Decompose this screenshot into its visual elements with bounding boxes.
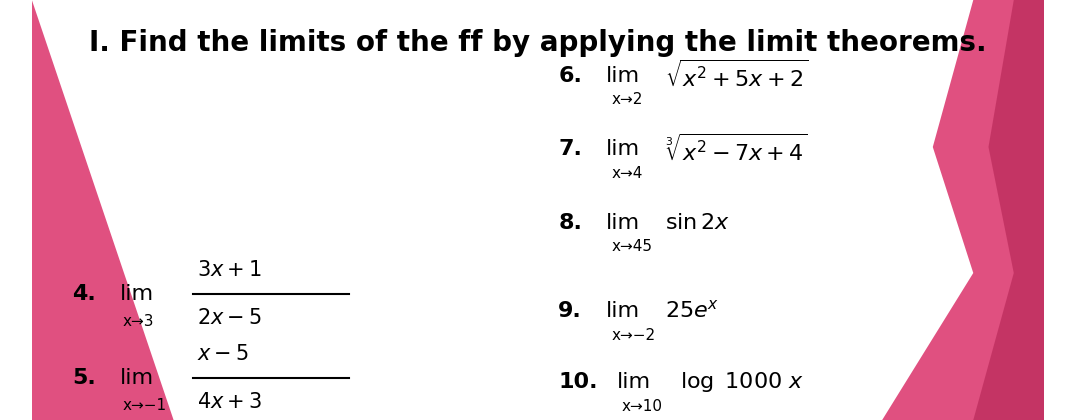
Text: lim: lim xyxy=(606,139,640,159)
Polygon shape xyxy=(882,0,1044,420)
Text: $\sin 2x$: $\sin 2x$ xyxy=(665,213,730,233)
Text: lim: lim xyxy=(606,66,640,86)
Text: x→3: x→3 xyxy=(123,314,155,329)
Text: 7.: 7. xyxy=(558,139,582,159)
Text: x→10: x→10 xyxy=(622,399,663,414)
Text: lim: lim xyxy=(606,213,640,233)
Polygon shape xyxy=(974,0,1044,420)
Text: $2x - 5$: $2x - 5$ xyxy=(197,308,261,328)
Text: x→−2: x→−2 xyxy=(612,328,656,343)
Text: $4x + 3$: $4x + 3$ xyxy=(197,392,261,412)
Text: x→45: x→45 xyxy=(612,239,653,255)
Text: $\sqrt[3]{x^2 - 7x + 4}$: $\sqrt[3]{x^2 - 7x + 4}$ xyxy=(665,133,807,165)
Text: 5.: 5. xyxy=(72,368,96,388)
Text: x→4: x→4 xyxy=(612,166,643,181)
Text: lim: lim xyxy=(119,368,154,388)
Text: 10.: 10. xyxy=(558,372,598,392)
Text: lim: lim xyxy=(617,372,651,392)
Text: 8.: 8. xyxy=(558,213,582,233)
Text: $x - 5$: $x - 5$ xyxy=(197,344,249,364)
Text: $\sqrt{x^2 + 5x + 2}$: $\sqrt{x^2 + 5x + 2}$ xyxy=(665,60,808,92)
Text: x→2: x→2 xyxy=(612,92,643,108)
Text: 9.: 9. xyxy=(558,301,582,321)
Text: $\log\ 1000\ x$: $\log\ 1000\ x$ xyxy=(680,370,804,394)
Text: x→−1: x→−1 xyxy=(123,398,167,413)
Text: lim: lim xyxy=(119,284,154,304)
Text: 6.: 6. xyxy=(558,66,582,86)
Polygon shape xyxy=(32,0,173,420)
Text: $3x + 1$: $3x + 1$ xyxy=(197,260,261,280)
Text: I. Find the limits of the ff by applying the limit theorems.: I. Find the limits of the ff by applying… xyxy=(89,29,987,58)
Text: $25e^x$: $25e^x$ xyxy=(665,300,719,322)
Text: 4.: 4. xyxy=(72,284,96,304)
Text: lim: lim xyxy=(606,301,640,321)
